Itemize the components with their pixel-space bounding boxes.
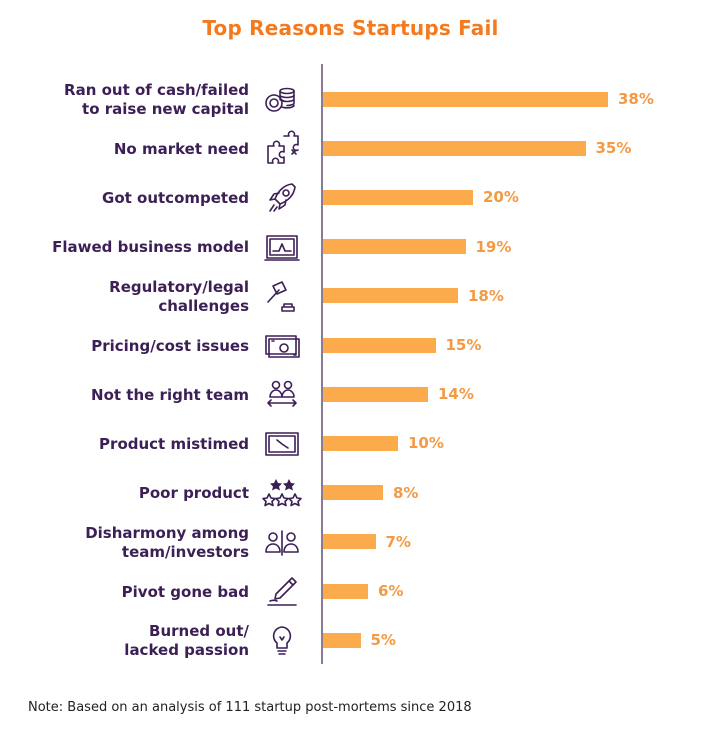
- category-label-line: Poor product: [138, 484, 249, 503]
- bar-not-the-right-team: [323, 386, 428, 402]
- value-label-product-mistimed: 10%: [408, 434, 444, 453]
- gavel-icon: [262, 280, 302, 314]
- bar-pivot-gone-bad: [323, 583, 368, 599]
- footnote: Note: Based on an analysis of 111 startu…: [28, 700, 472, 715]
- value-label-regulatory-legal-challenges: 18%: [468, 286, 504, 305]
- category-label-line: to raise new capital: [82, 100, 249, 118]
- category-label-line: Got outcompeted: [102, 188, 249, 207]
- bar-got-outcompeted: [323, 189, 473, 205]
- category-label-line: Regulatory/legal: [109, 277, 249, 296]
- star-rating-icon: [262, 477, 302, 511]
- bar-ran-out-of-cash-failed-to-raise-new-capital: [323, 91, 608, 107]
- category-label-no-market-need: No market need: [9, 140, 249, 159]
- category-label-regulatory-legal-challenges: Regulatory/legal challenges: [9, 278, 249, 316]
- category-label-flawed-business-model: Flawed business model: [9, 238, 249, 257]
- category-label-pricing-cost-issues: Pricing/cost issues: [9, 337, 249, 356]
- bar-product-mistimed: [323, 435, 398, 451]
- category-label-line: Burned out/: [149, 622, 249, 641]
- category-label-ran-out-of-cash-failed-to-raise-new-capital: Ran out of cash/failed to raise new capit…: [9, 81, 249, 119]
- chart-title: Top Reasons Startups Fail: [202, 16, 499, 40]
- category-label-line: Not the right team: [91, 385, 249, 404]
- lightbulb-icon: [262, 624, 302, 658]
- category-label-burned-out-lacked-passion: Burned out/lacked passion: [9, 622, 249, 660]
- bar-regulatory-legal-challenges: [323, 288, 458, 304]
- bar-burned-out-lacked-passion: [323, 632, 361, 648]
- category-label-line: team/investors: [121, 542, 249, 561]
- value-label-pricing-cost-issues: 15%: [445, 336, 482, 354]
- category-label-line: No market need: [113, 139, 249, 158]
- category-label-line: challenges: [158, 296, 249, 315]
- category-label-got-outcompeted: Got outcompeted: [9, 189, 249, 208]
- rocket-icon: [262, 181, 302, 215]
- bar-pricing-cost-issues: [323, 337, 436, 353]
- value-label-ran-out-of-cash-failed-to-raise-new-capital: 38%: [618, 90, 654, 108]
- puzzle-icon: [262, 130, 302, 166]
- bar-flawed-business-model: [323, 239, 466, 255]
- clock-board-icon: [262, 427, 302, 461]
- y-axis-line: [321, 64, 323, 664]
- category-label-not-the-right-team: Not the right team: [9, 386, 249, 405]
- value-label-got-outcompeted: 20%: [483, 188, 519, 207]
- team-swap-icon: [262, 378, 302, 412]
- split-people-icon: [262, 526, 302, 560]
- category-label-line: Product mistimed: [99, 434, 249, 453]
- category-label-disharmony-among-team-investors: Disharmony among team/investors: [9, 524, 249, 562]
- bar-disharmony-among-team-investors: [323, 534, 376, 550]
- category-label-line: Disharmony among: [85, 523, 249, 542]
- value-label-burned-out-lacked-passion: 5%: [370, 631, 396, 650]
- category-label-line: Pricing/cost issues: [91, 336, 249, 355]
- category-label-product-mistimed: Product mistimed: [9, 435, 249, 454]
- category-label-pivot-gone-bad: Pivot gone bad: [9, 583, 249, 602]
- bar-no-market-need: [323, 140, 586, 156]
- value-label-no-market-need: 35%: [595, 139, 632, 158]
- value-label-flawed-business-model: 19%: [475, 237, 512, 256]
- category-label-line: Pivot gone bad: [121, 582, 249, 601]
- category-label-poor-product: Poor product: [9, 484, 249, 503]
- value-label-poor-product: 8%: [393, 483, 419, 502]
- pen-icon: [262, 575, 302, 609]
- chart-board-icon: [262, 231, 302, 265]
- value-label-disharmony-among-team-investors: 7%: [385, 532, 411, 551]
- bar-poor-product: [323, 485, 383, 501]
- banknotes-icon: [262, 329, 302, 363]
- category-label-line: Flawed business model: [52, 238, 249, 257]
- category-label-line: lacked passion: [124, 641, 249, 660]
- value-label-pivot-gone-bad: 6%: [378, 582, 404, 600]
- coin-stack-icon: [262, 83, 302, 117]
- category-label-line: Ran out of cash/failed: [64, 81, 249, 99]
- value-label-not-the-right-team: 14%: [438, 385, 474, 404]
